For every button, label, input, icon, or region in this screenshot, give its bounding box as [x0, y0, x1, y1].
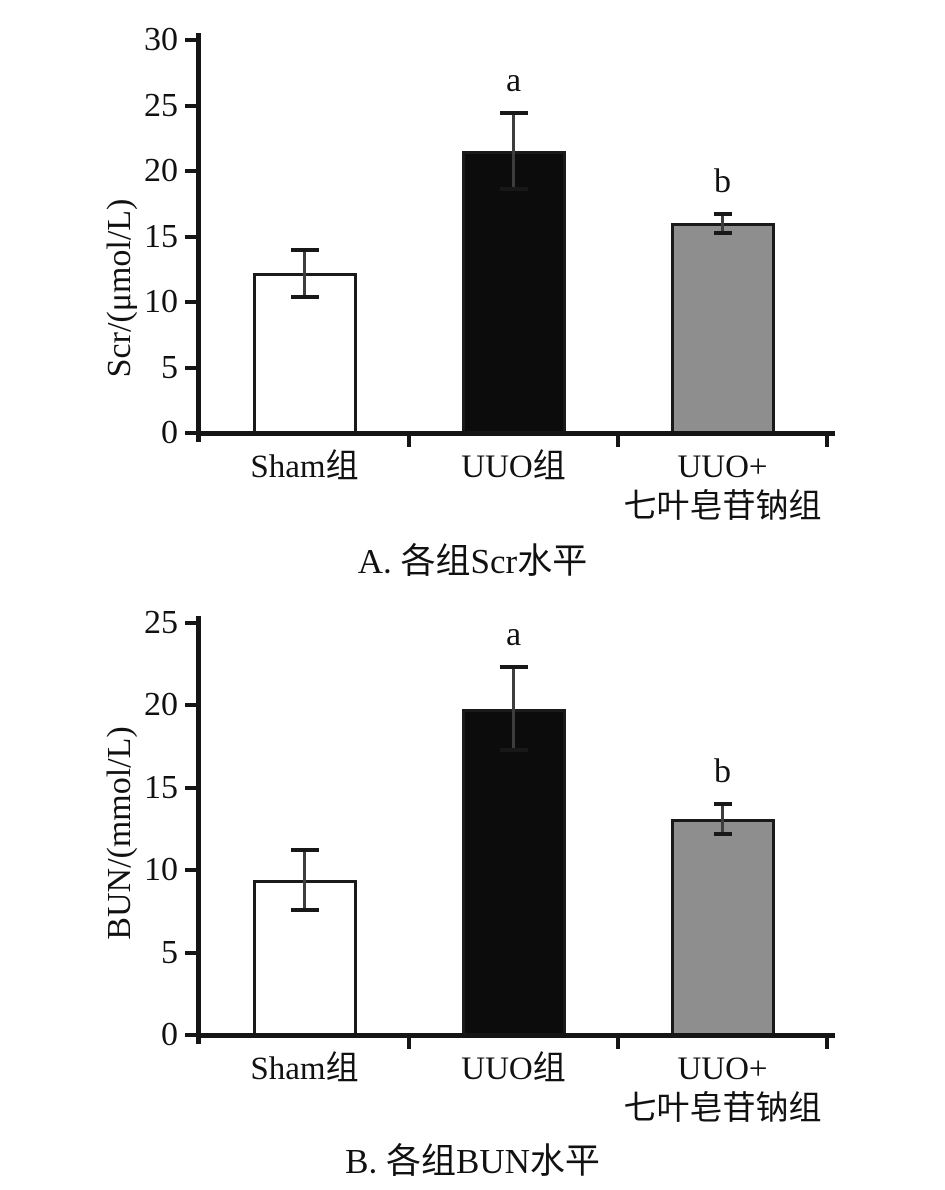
y-tick	[185, 103, 200, 108]
x-category-label: UUO组	[379, 1049, 649, 1089]
x-axis	[196, 431, 835, 436]
significance-letter-b: b	[714, 163, 731, 201]
y-tick-label: 5	[161, 348, 178, 386]
x-tick	[407, 1036, 411, 1049]
y-tick	[185, 703, 200, 708]
panel-b-caption: B. 各组BUN水平	[345, 1142, 600, 1181]
y-tick	[185, 950, 200, 955]
error-bar-cap-top	[290, 848, 319, 853]
x-category-label-line: UUO+	[677, 449, 768, 485]
x-category-label-line: UUO+	[677, 1051, 768, 1087]
y-tick	[185, 300, 200, 304]
y-tick-label: 30	[144, 21, 178, 58]
x-category-label-line: 七叶皂苷钠组	[623, 1091, 822, 1127]
y-tick-label: 25	[144, 86, 178, 124]
error-bar-line	[302, 850, 306, 910]
error-bar-line	[511, 667, 515, 750]
significance-letter-a: a	[505, 62, 522, 100]
x-tick	[825, 434, 829, 447]
bar-UUO+七叶皂苷钠组	[670, 819, 775, 1037]
y-tick	[185, 1033, 200, 1037]
x-category-label-line: UUO组	[461, 1051, 566, 1087]
x-category-label-line: UUO组	[461, 449, 566, 485]
error-bar-line	[720, 804, 724, 834]
y-tick-label: 15	[144, 768, 178, 806]
y-tick	[185, 169, 200, 173]
error-bar-cap-top	[713, 212, 732, 217]
y-tick	[185, 431, 200, 435]
y-tick	[185, 621, 200, 625]
x-tick	[825, 1036, 829, 1049]
significance-letter-a: a	[505, 616, 522, 654]
x-category-label: UUO+ 七叶皂苷钠组	[588, 447, 858, 527]
y-tick-label: 20	[144, 686, 178, 724]
x-tick	[616, 434, 620, 447]
panel-a-scr-chart: Scr/(μmol/L) A. 各组Scr水平 0 5 10 15 20 25 30 Sham…	[0, 0, 945, 590]
y-tick-label: 10	[144, 283, 178, 320]
bar-UUO+七叶皂苷钠组	[670, 223, 775, 435]
error-bar-cap-bottom	[713, 230, 732, 235]
y-tick	[185, 234, 200, 239]
bar-UUO组	[461, 151, 566, 435]
y-tick-label: 0	[161, 414, 178, 451]
error-bar-cap-bottom	[290, 294, 319, 299]
x-tick	[407, 434, 411, 447]
bar-UUO组	[461, 708, 566, 1037]
error-bar-cap-bottom	[713, 831, 732, 836]
x-tick	[616, 1036, 620, 1049]
error-bar-cap-top	[713, 802, 732, 807]
y-tick	[185, 38, 200, 42]
panel-b-bun-chart: BUN/(mmol/L) B. 各组BUN水平 0 5 10 15 20 25 Sham组 a…	[0, 590, 945, 1190]
bar-Sham组	[252, 273, 357, 435]
y-tick-label: 15	[144, 217, 178, 255]
error-bar-line	[511, 113, 515, 190]
error-bar-cap-top	[290, 247, 319, 252]
x-category-label-line: 七叶皂苷钠组	[623, 489, 822, 525]
x-category-label-line: Sham组	[250, 1051, 359, 1087]
y-axis	[196, 616, 201, 1044]
x-category-label: UUO+ 七叶皂苷钠组	[588, 1049, 858, 1129]
y-tick-label: 5	[161, 933, 178, 971]
panel-b-y-axis-title: BUN/(mmol/L)	[101, 726, 138, 940]
panel-a-caption: A. 各组Scr水平	[357, 542, 588, 581]
error-bar-cap-top	[499, 665, 528, 670]
significance-letter-b: b	[714, 753, 731, 791]
y-tick-label: 10	[144, 851, 178, 889]
x-category-label: Sham组	[170, 1049, 440, 1089]
y-tick-label: 20	[144, 152, 178, 189]
y-tick-label: 0	[161, 1016, 178, 1053]
error-bar-cap-bottom	[499, 187, 528, 192]
error-bar-line	[302, 249, 306, 297]
error-bar-cap-bottom	[499, 747, 528, 752]
error-bar-line	[720, 214, 724, 233]
error-bar-cap-bottom	[290, 907, 319, 912]
x-category-label-line: Sham组	[250, 449, 359, 485]
x-axis	[196, 1033, 835, 1038]
x-category-label: UUO组	[379, 447, 649, 487]
y-tick	[185, 785, 200, 790]
y-tick-label: 25	[144, 604, 178, 641]
y-tick	[185, 868, 200, 873]
x-category-label: Sham组	[170, 447, 440, 487]
error-bar-cap-top	[499, 111, 528, 116]
y-tick	[185, 365, 200, 370]
